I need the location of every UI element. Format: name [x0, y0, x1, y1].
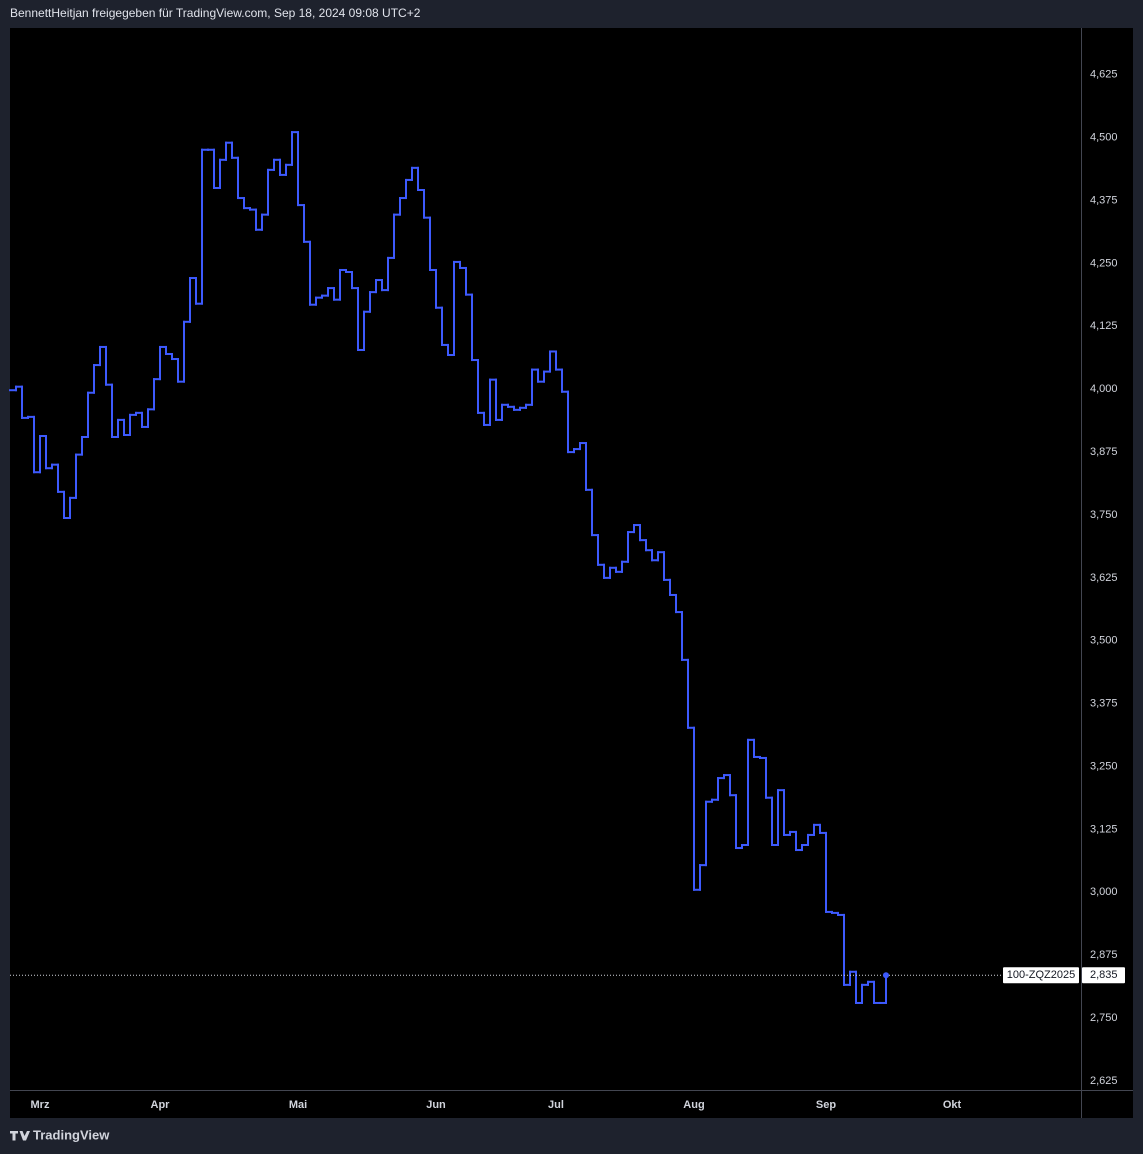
header-text: BennettHeitjan freigegeben für TradingVi…: [10, 6, 421, 20]
y-tick-label: 3,125: [1090, 823, 1118, 835]
brand-name: TradingView: [33, 1127, 110, 1142]
brand-logo: [10, 1131, 30, 1141]
y-tick-label: 3,000: [1090, 886, 1118, 898]
symbol-tag: 100-ZQZ2025: [1007, 969, 1075, 981]
x-tick-label: Sep: [816, 1099, 836, 1111]
x-tick-label: Jul: [548, 1099, 564, 1111]
y-tick-label: 3,750: [1090, 509, 1118, 521]
x-tick-label: Okt: [943, 1099, 962, 1111]
y-tick-label: 2,750: [1090, 1012, 1118, 1024]
price-tag-bg: [1082, 967, 1125, 984]
y-tick-label: 2,875: [1090, 949, 1118, 961]
y-tick-label: 4,000: [1090, 383, 1118, 395]
last-point: [883, 972, 889, 979]
x-tick-label: Aug: [683, 1099, 704, 1111]
x-tick-label: Mai: [289, 1099, 307, 1111]
symbol-tag-bg: [1003, 967, 1079, 984]
y-tick-label: 4,625: [1090, 69, 1118, 81]
y-tick-label: 4,250: [1090, 257, 1118, 269]
y-tick-label: 3,625: [1090, 572, 1118, 584]
y-tick-label: 4,125: [1090, 320, 1118, 332]
x-tick-label: Mrz: [31, 1099, 50, 1111]
chart-background: [10, 28, 1133, 1118]
y-tick-label: 4,500: [1090, 132, 1118, 144]
price-tag: 2,835: [1090, 969, 1118, 981]
y-tick-label: 4,375: [1090, 194, 1118, 206]
y-tick-label: 3,500: [1090, 635, 1118, 647]
x-tick-label: Apr: [151, 1099, 171, 1111]
y-tick-label: 3,375: [1090, 698, 1118, 710]
x-tick-label: Jun: [426, 1099, 446, 1111]
y-tick-label: 3,875: [1090, 446, 1118, 458]
y-tick-label: 3,250: [1090, 760, 1118, 772]
y-tick-label: 2,625: [1090, 1075, 1118, 1087]
